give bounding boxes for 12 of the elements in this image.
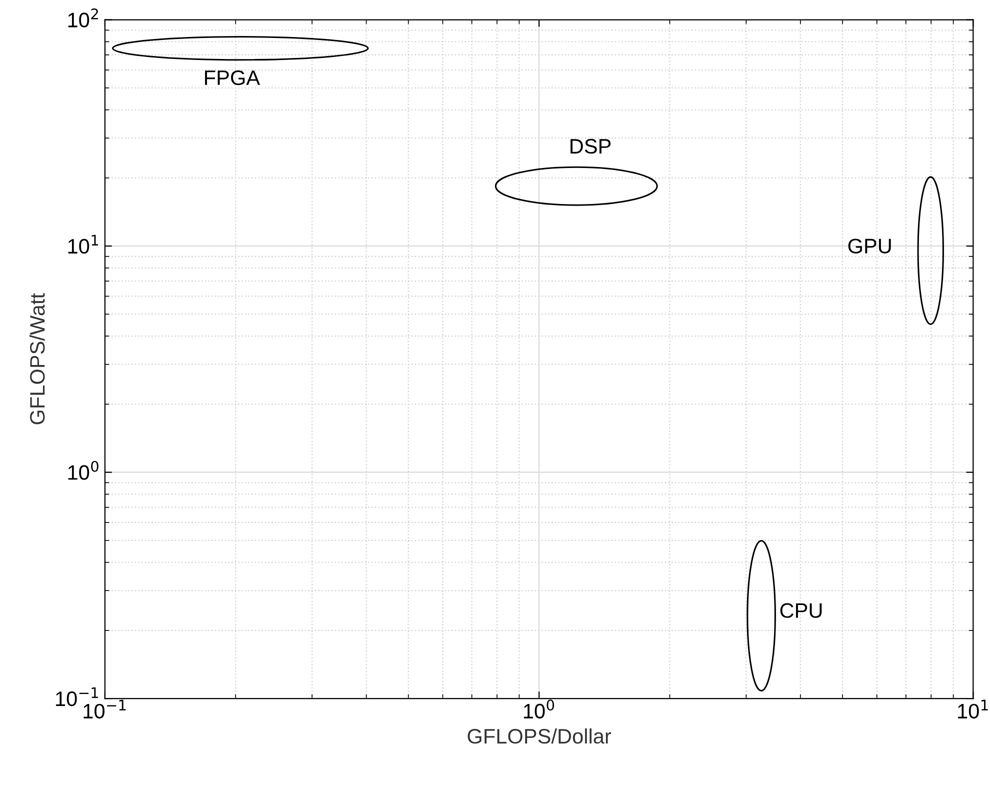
x-tick-label: 10$^{0}$ xyxy=(524,700,554,719)
x-axis-title: GFLOPS/Dollar xyxy=(468,728,612,744)
y-tick-label: 10$^{0}$ xyxy=(68,460,98,480)
x-tick-label: 10$^{1}$ xyxy=(958,700,988,719)
annotation: DSP xyxy=(570,138,611,154)
y-tick-label: 10$^{2}$ xyxy=(68,8,98,28)
y-tick-label: 10$^{1}$ xyxy=(68,234,98,254)
annotation: GPU xyxy=(848,238,891,254)
y-axis-title: GFLOPS/Watt xyxy=(29,293,45,424)
x-tick-label: 10$^{−1}$ xyxy=(84,700,126,719)
annotation: FPGA xyxy=(205,70,260,86)
annotation: CPU xyxy=(780,603,822,618)
